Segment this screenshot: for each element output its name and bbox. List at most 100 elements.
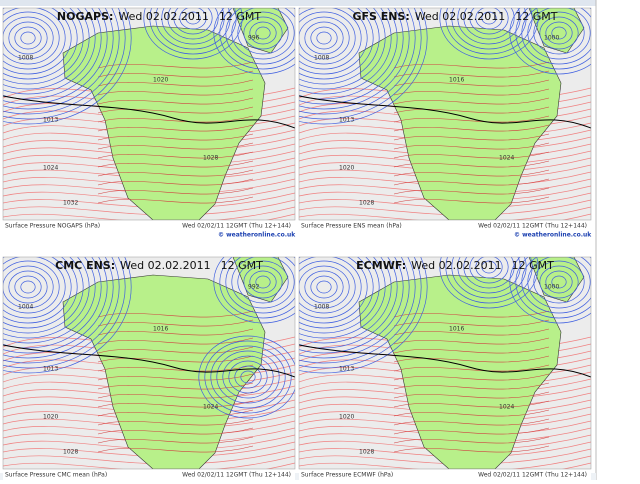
- isobar-low: [299, 257, 374, 329]
- isobar-land: [97, 160, 254, 168]
- isobar-label: 1032: [63, 200, 78, 207]
- isobar-low: [149, 8, 237, 55]
- isobar-low: [475, 257, 503, 279]
- isobar-land: [97, 364, 254, 372]
- isobar-1013: [299, 95, 591, 129]
- isobar-land: [393, 187, 550, 195]
- isobar-low: [14, 275, 42, 299]
- isobar-low: [3, 8, 72, 75]
- isobar-label: 1008: [314, 304, 329, 311]
- panel-border: [2, 256, 296, 470]
- isobar-label: 1008: [314, 55, 329, 62]
- isobar-low: [3, 257, 132, 374]
- isobar-low: [533, 11, 585, 55]
- isobar-low: [3, 257, 120, 364]
- isobar-high: [299, 206, 591, 220]
- isobar-low: [439, 8, 539, 60]
- isobar-low: [234, 365, 262, 389]
- isobar-low: [316, 280, 332, 294]
- isobar-land: [393, 355, 550, 363]
- isobar-low: [3, 8, 126, 120]
- isobar-low: [310, 275, 338, 299]
- isobar-low: [3, 257, 126, 369]
- isobar-low: [167, 8, 219, 40]
- isobar-low: [299, 8, 398, 100]
- isobar-low: [299, 257, 368, 324]
- isobar-low: [299, 257, 386, 339]
- map-time: 12 GMT: [515, 10, 558, 23]
- isobar-land: [393, 178, 550, 186]
- isobar-1013: [3, 95, 295, 129]
- land: [358, 274, 562, 469]
- map: 1013 1016 1020 1024 1028 1008 1000: [299, 8, 591, 220]
- isobar-land: [97, 133, 254, 141]
- isobar-land: [393, 319, 550, 327]
- map-date: Wed 02.02.2011: [118, 10, 208, 23]
- isobar-low: [299, 257, 380, 334]
- isobar-land: [393, 79, 550, 87]
- map-time: 12 GMT: [221, 259, 264, 272]
- isobar-low: [457, 8, 521, 45]
- isobar-high: [299, 171, 591, 187]
- isobar-land: [393, 427, 550, 435]
- isobar-land: [97, 346, 254, 354]
- isobar-low: [255, 26, 271, 40]
- isobar-low: [237, 260, 289, 304]
- isobar-low: [14, 26, 42, 50]
- isobar-low: [545, 21, 573, 45]
- isobar-low: [481, 260, 497, 274]
- isobar-low: [539, 16, 579, 50]
- isobar-label: 1000: [544, 284, 559, 291]
- map-date: Wed 02.02.2011: [415, 10, 505, 23]
- isobar-high: [299, 199, 591, 216]
- top-strip: [0, 0, 600, 6]
- isobar-label: 1024: [43, 165, 58, 172]
- isobar-land: [97, 445, 254, 453]
- isobar-land: [393, 364, 550, 372]
- isobar-low: [20, 31, 36, 45]
- isobar-land: [97, 79, 254, 87]
- isobar-low: [255, 275, 271, 289]
- isobar-land: [393, 142, 550, 150]
- isobar-land: [97, 142, 254, 150]
- footer: [3, 220, 295, 244]
- isobar-label: 996: [248, 35, 260, 42]
- map: 1013 1016 1020 1024 1028 1004 992: [3, 257, 295, 469]
- isobar-land: [393, 310, 550, 318]
- isobar-low: [299, 8, 404, 105]
- isobar-low: [463, 257, 515, 289]
- isobar-low: [20, 280, 36, 294]
- isobar-land: [97, 391, 254, 399]
- isobar-high: [299, 192, 591, 209]
- isobar-low: [509, 257, 591, 324]
- isobar-land: [393, 160, 550, 168]
- valid-time: Wed 02/02/11 12GMT (Thu 12+144): [478, 223, 587, 230]
- isobar-low: [299, 8, 386, 90]
- isobar-high: [299, 455, 591, 469]
- isobar-low: [299, 8, 392, 95]
- isobar-high: [299, 448, 591, 465]
- map-header: GFS ENS: Wed 02.02.2011 12 GMT: [352, 10, 557, 23]
- isobar-low: [299, 8, 368, 75]
- isobar-land: [393, 400, 550, 408]
- isobar-land: [393, 169, 550, 177]
- isobar-land: [393, 151, 550, 159]
- isobar-1013: [3, 344, 295, 378]
- isobar-land: [97, 124, 254, 132]
- isobar-low: [155, 8, 231, 50]
- isobar-land: [97, 373, 254, 381]
- isobar-low: [243, 16, 283, 50]
- isobar-land: [97, 151, 254, 159]
- isobar-1013: [299, 344, 591, 378]
- isobar-land: [97, 328, 254, 336]
- isobar-low: [3, 260, 60, 314]
- isobar-high: [299, 434, 591, 450]
- isobar-low: [231, 257, 295, 309]
- isobar-low: [299, 16, 350, 60]
- isobar-land: [393, 97, 550, 105]
- map: 1013 1020 1024 1028 1032 1008 996: [3, 8, 295, 220]
- isobar-low: [316, 31, 332, 45]
- isobar-high: [299, 185, 591, 201]
- isobar-low: [509, 8, 591, 75]
- isobar-land: [97, 418, 254, 426]
